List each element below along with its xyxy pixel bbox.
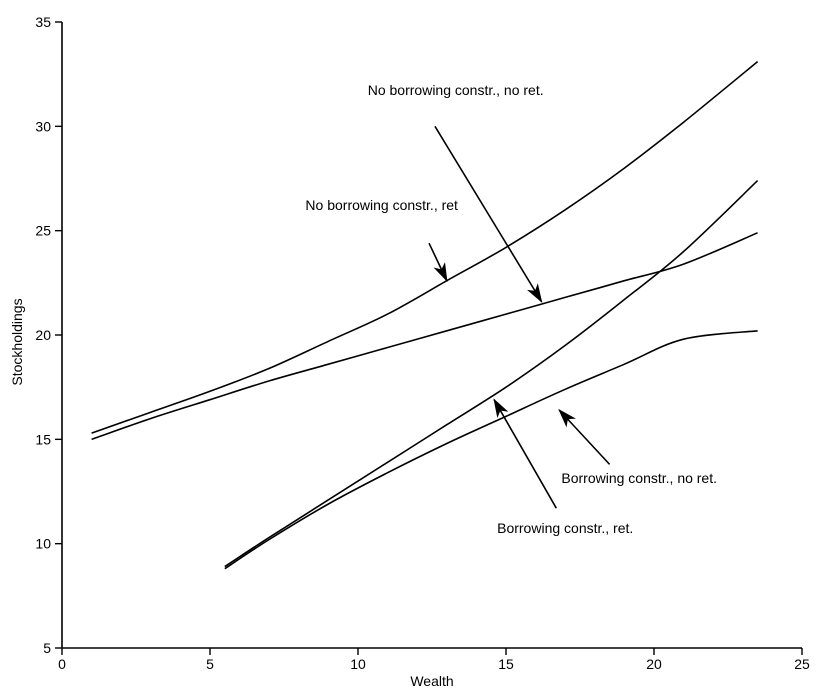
- annotation-arrowhead-3: [558, 408, 576, 428]
- annotation-label-2: No borrowing constr., ret: [305, 197, 458, 213]
- x-tick-label: 5: [206, 656, 214, 672]
- y-tick-label: 30: [35, 118, 51, 134]
- x-tick-label: 10: [350, 656, 366, 672]
- y-tick-label: 25: [35, 223, 51, 239]
- annotation-arrowhead-1: [527, 283, 543, 303]
- x-tick-label: 25: [794, 656, 810, 672]
- y-tick-label: 15: [35, 431, 51, 447]
- annotation-arrowhead-2: [433, 262, 448, 283]
- y-tick-label: 20: [35, 327, 51, 343]
- series-line-2: [91, 232, 758, 441]
- series-line-4: [224, 330, 758, 570]
- series-layer: [91, 60, 759, 570]
- y-tick-label: 5: [43, 640, 51, 656]
- x-tick-label: 15: [498, 656, 514, 672]
- x-axis-title: Wealth: [410, 673, 453, 689]
- annotation-arrowhead-4: [493, 398, 509, 419]
- y-tick-label: 35: [35, 14, 51, 30]
- series-line-1: [91, 60, 759, 434]
- y-axis-title: Stockholdings: [9, 298, 25, 385]
- x-tick-label: 0: [58, 656, 66, 672]
- annotation-arrow-4: [493, 399, 558, 509]
- y-tick-label: 10: [35, 536, 51, 552]
- series-line-3: [224, 180, 759, 568]
- annotation-label-1: No borrowing constr., no ret.: [368, 82, 544, 98]
- x-tick-label: 20: [646, 656, 662, 672]
- annotation-arrow-1: [434, 125, 543, 303]
- annotation-layer: No borrowing constr., no ret. No borrowin…: [305, 82, 717, 536]
- annotation-label-3: Borrowing constr., no ret.: [561, 470, 717, 486]
- annotation-label-4: Borrowing constr., ret.: [497, 520, 633, 536]
